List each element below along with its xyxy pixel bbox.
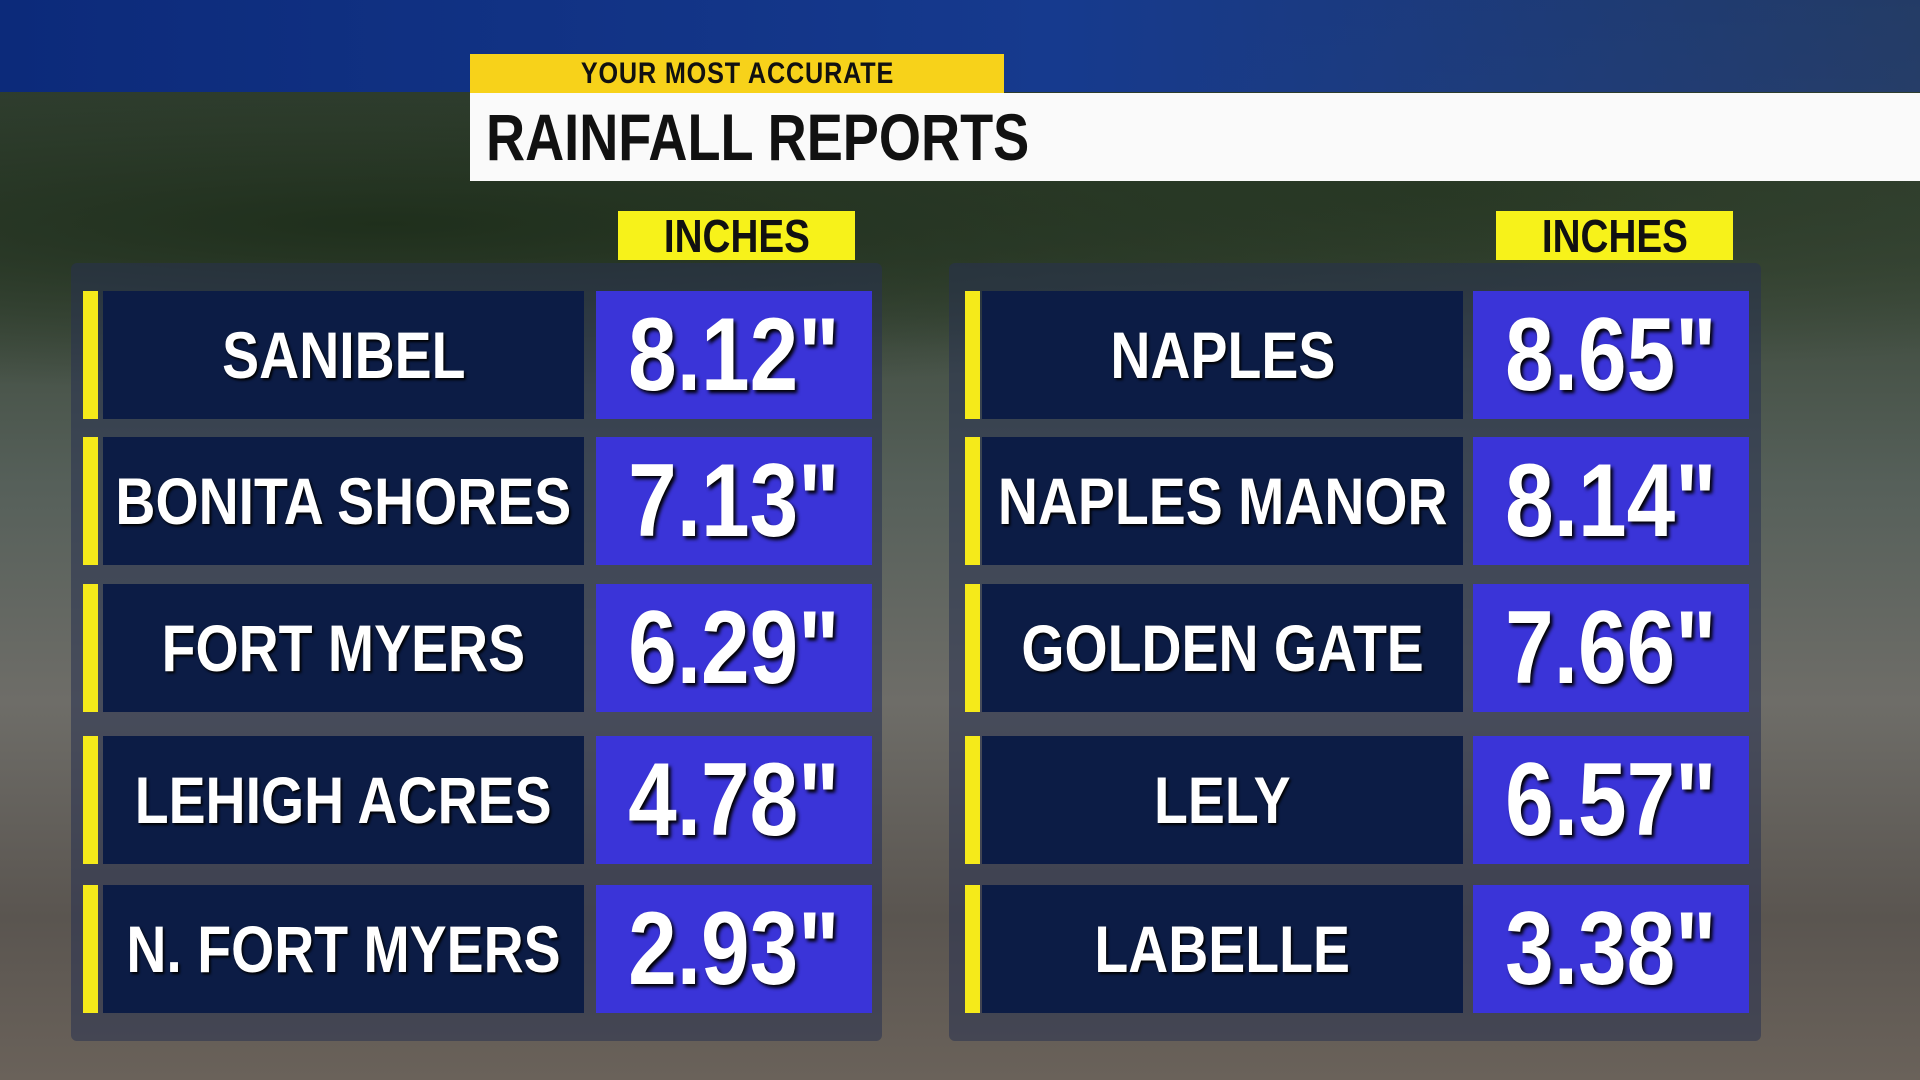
location: FORT MYERS	[161, 611, 526, 685]
rainfall: 4.78"	[628, 741, 840, 858]
rainfall-cell: 7.66"	[1473, 584, 1749, 712]
rainfall-cell: 8.14"	[1473, 437, 1749, 565]
row-accent	[965, 291, 980, 419]
rainfall-cell: 7.13"	[596, 437, 872, 565]
row-accent	[83, 291, 98, 419]
location: SANIBEL	[221, 318, 466, 392]
rainfall: 2.93"	[628, 890, 840, 1007]
location-cell: NAPLES MANOR	[982, 437, 1463, 565]
rainfall: 3.38"	[1505, 890, 1717, 1007]
rainfall-cell: 2.93"	[596, 885, 872, 1013]
row-accent	[83, 584, 98, 712]
row-accent	[965, 885, 980, 1013]
location: LEHIGH ACRES	[135, 763, 552, 837]
rainfall-cell: 6.57"	[1473, 736, 1749, 864]
row-accent	[83, 437, 98, 565]
rainfall-cell: 4.78"	[596, 736, 872, 864]
header-tag-text: YOUR MOST ACCURATE	[580, 56, 894, 90]
location: BONITA SHORES	[115, 464, 572, 538]
location: NAPLES MANOR	[997, 464, 1448, 538]
row-accent	[965, 736, 980, 864]
header-tag: YOUR MOST ACCURATE	[470, 54, 1004, 93]
location: LABELLE	[1094, 912, 1351, 986]
location-cell: NAPLES	[982, 291, 1463, 419]
rainfall-cell: 8.12"	[596, 291, 872, 419]
rainfall: 8.12"	[628, 296, 840, 413]
title: RAINFALL REPORTS	[486, 100, 1030, 174]
rainfall-cell: 8.65"	[1473, 291, 1749, 419]
column-label-text: INCHES	[663, 209, 810, 262]
column-label: INCHES	[618, 209, 855, 262]
rainfall: 6.57"	[1505, 741, 1717, 858]
column-label: INCHES	[1496, 209, 1733, 262]
location-cell: SANIBEL	[103, 291, 584, 419]
row-accent	[83, 736, 98, 864]
location: N. FORT MYERS	[126, 912, 561, 986]
location-cell: LEHIGH ACRES	[103, 736, 584, 864]
rainfall-cell: 3.38"	[1473, 885, 1749, 1013]
rainfall: 7.66"	[1505, 589, 1717, 706]
location: LELY	[1154, 763, 1291, 837]
column-label-text: INCHES	[1541, 209, 1688, 262]
rainfall: 8.65"	[1505, 296, 1717, 413]
location: NAPLES	[1110, 318, 1335, 392]
location-cell: GOLDEN GATE	[982, 584, 1463, 712]
location-cell: LELY	[982, 736, 1463, 864]
rainfall-cell: 6.29"	[596, 584, 872, 712]
location-cell: FORT MYERS	[103, 584, 584, 712]
location-cell: N. FORT MYERS	[103, 885, 584, 1013]
rainfall: 7.13"	[628, 442, 840, 559]
location: GOLDEN GATE	[1021, 611, 1424, 685]
row-accent	[965, 437, 980, 565]
location-cell: LABELLE	[982, 885, 1463, 1013]
rainfall: 8.14"	[1505, 442, 1717, 559]
row-accent	[83, 885, 98, 1013]
location-cell: BONITA SHORES	[103, 437, 584, 565]
title-bar: RAINFALL REPORTS	[470, 93, 1920, 181]
rainfall: 6.29"	[628, 589, 840, 706]
row-accent	[965, 584, 980, 712]
